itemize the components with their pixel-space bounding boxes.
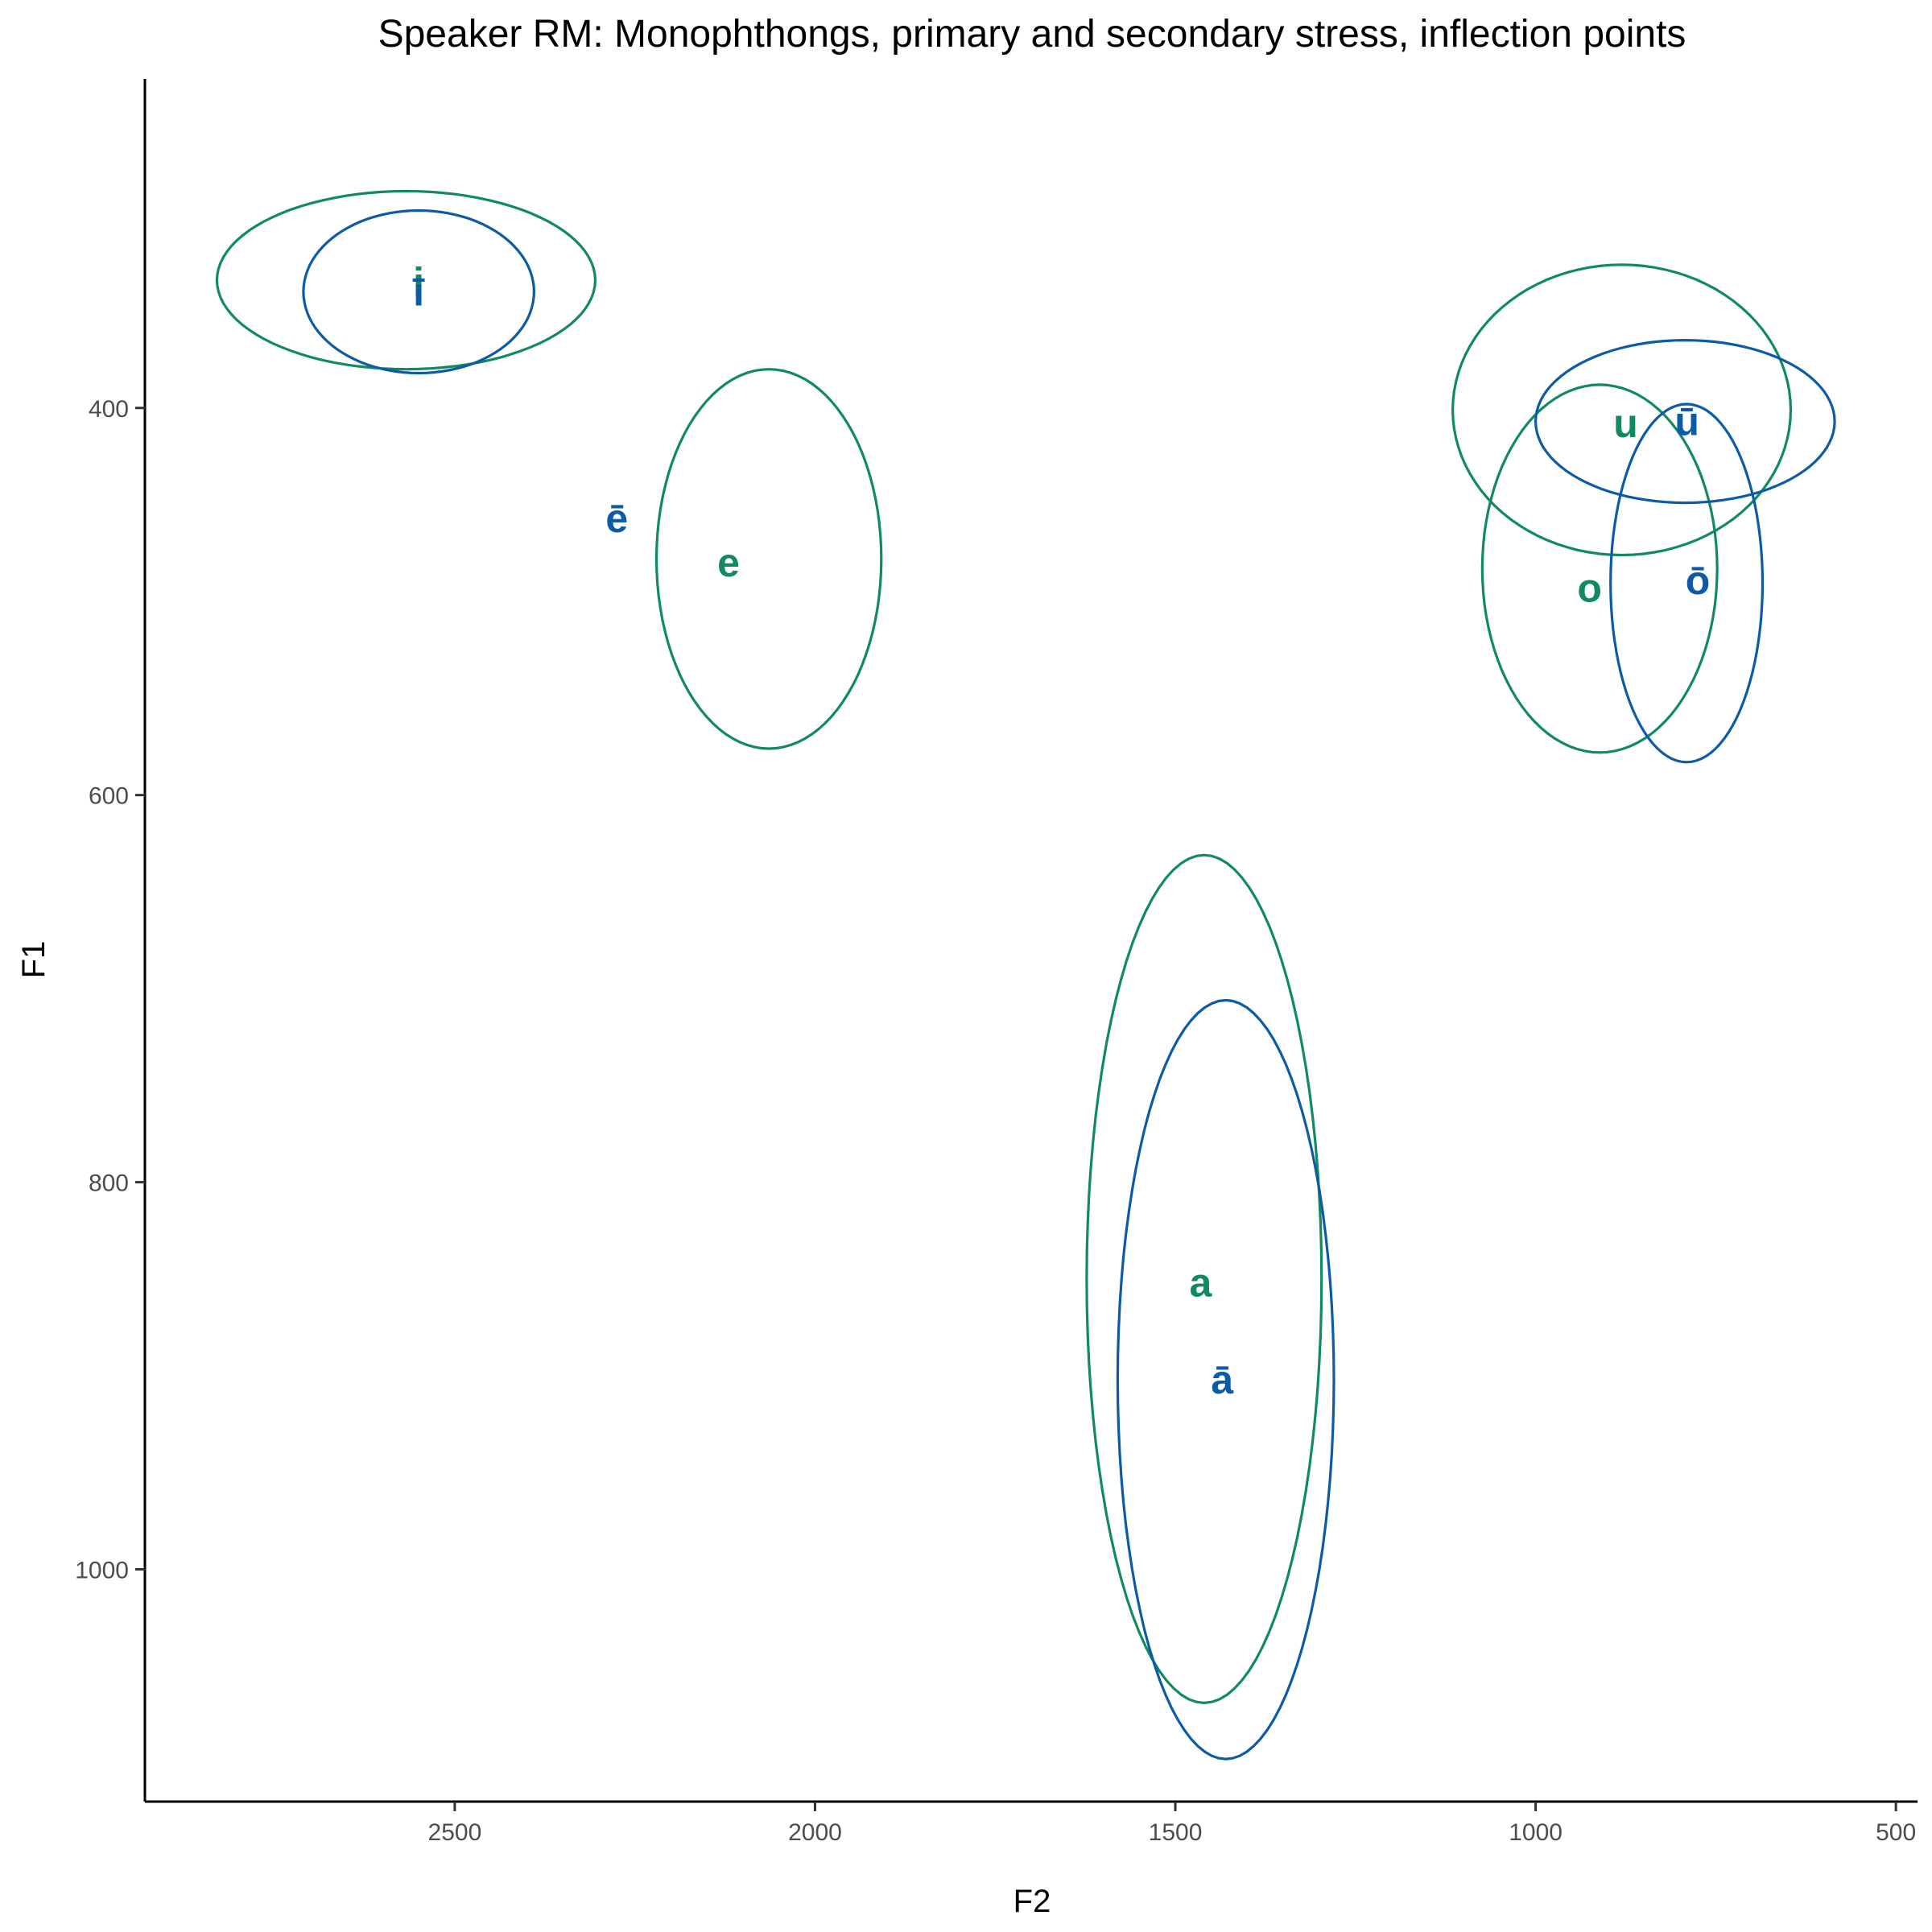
y-tick-label: 1000 bbox=[75, 1557, 129, 1583]
x-axis-title: F2 bbox=[1013, 1884, 1051, 1919]
y-tick-label: 600 bbox=[89, 783, 129, 810]
vowel-label-layer: i e u o a ī ē ū ō ā bbox=[412, 260, 1710, 1402]
vowel-label: u bbox=[1613, 401, 1638, 446]
vowel-label: o bbox=[1577, 565, 1602, 610]
ellipse-long-3 bbox=[1116, 998, 1335, 1761]
vowel-label: a bbox=[1189, 1261, 1212, 1306]
y-axis-title: F1 bbox=[16, 941, 52, 979]
vowel-label: i bbox=[413, 260, 424, 305]
ellipse-long-2 bbox=[1609, 402, 1765, 764]
vowel-label: ā bbox=[1211, 1357, 1234, 1402]
x-tick-label: 500 bbox=[1876, 1819, 1916, 1846]
x-tick-label: 1500 bbox=[1149, 1819, 1203, 1846]
ellipse-short-4 bbox=[1085, 853, 1323, 1705]
vowel-label: ō bbox=[1686, 558, 1711, 603]
y-tick-label: 800 bbox=[89, 1170, 129, 1197]
x-tick-label: 2500 bbox=[428, 1819, 482, 1846]
x-axis-ticks: 2500 2000 1500 1000 500 bbox=[428, 1802, 1916, 1846]
ellipse-short-0 bbox=[215, 189, 597, 371]
chart-title: Speaker RM: Monophthongs, primary and se… bbox=[378, 13, 1686, 56]
ellipse-long-1 bbox=[1534, 338, 1836, 505]
vowel-label: ī bbox=[412, 270, 425, 315]
ellipse-short-2 bbox=[1451, 263, 1793, 557]
x-tick-label: 2000 bbox=[788, 1819, 842, 1846]
vowel-label: ē bbox=[605, 496, 628, 541]
vowel-label: ū bbox=[1674, 399, 1699, 444]
x-tick-label: 1000 bbox=[1509, 1819, 1563, 1846]
y-axis-ticks: 400 600 800 1000 bbox=[75, 396, 145, 1583]
ellipse-short-3 bbox=[1480, 383, 1719, 754]
ellipse-long-0 bbox=[302, 208, 536, 375]
ellipse-short-1 bbox=[654, 368, 883, 750]
vowel-label: e bbox=[717, 540, 740, 585]
y-tick-label: 400 bbox=[89, 396, 129, 423]
ellipse-layer bbox=[215, 189, 1836, 1761]
